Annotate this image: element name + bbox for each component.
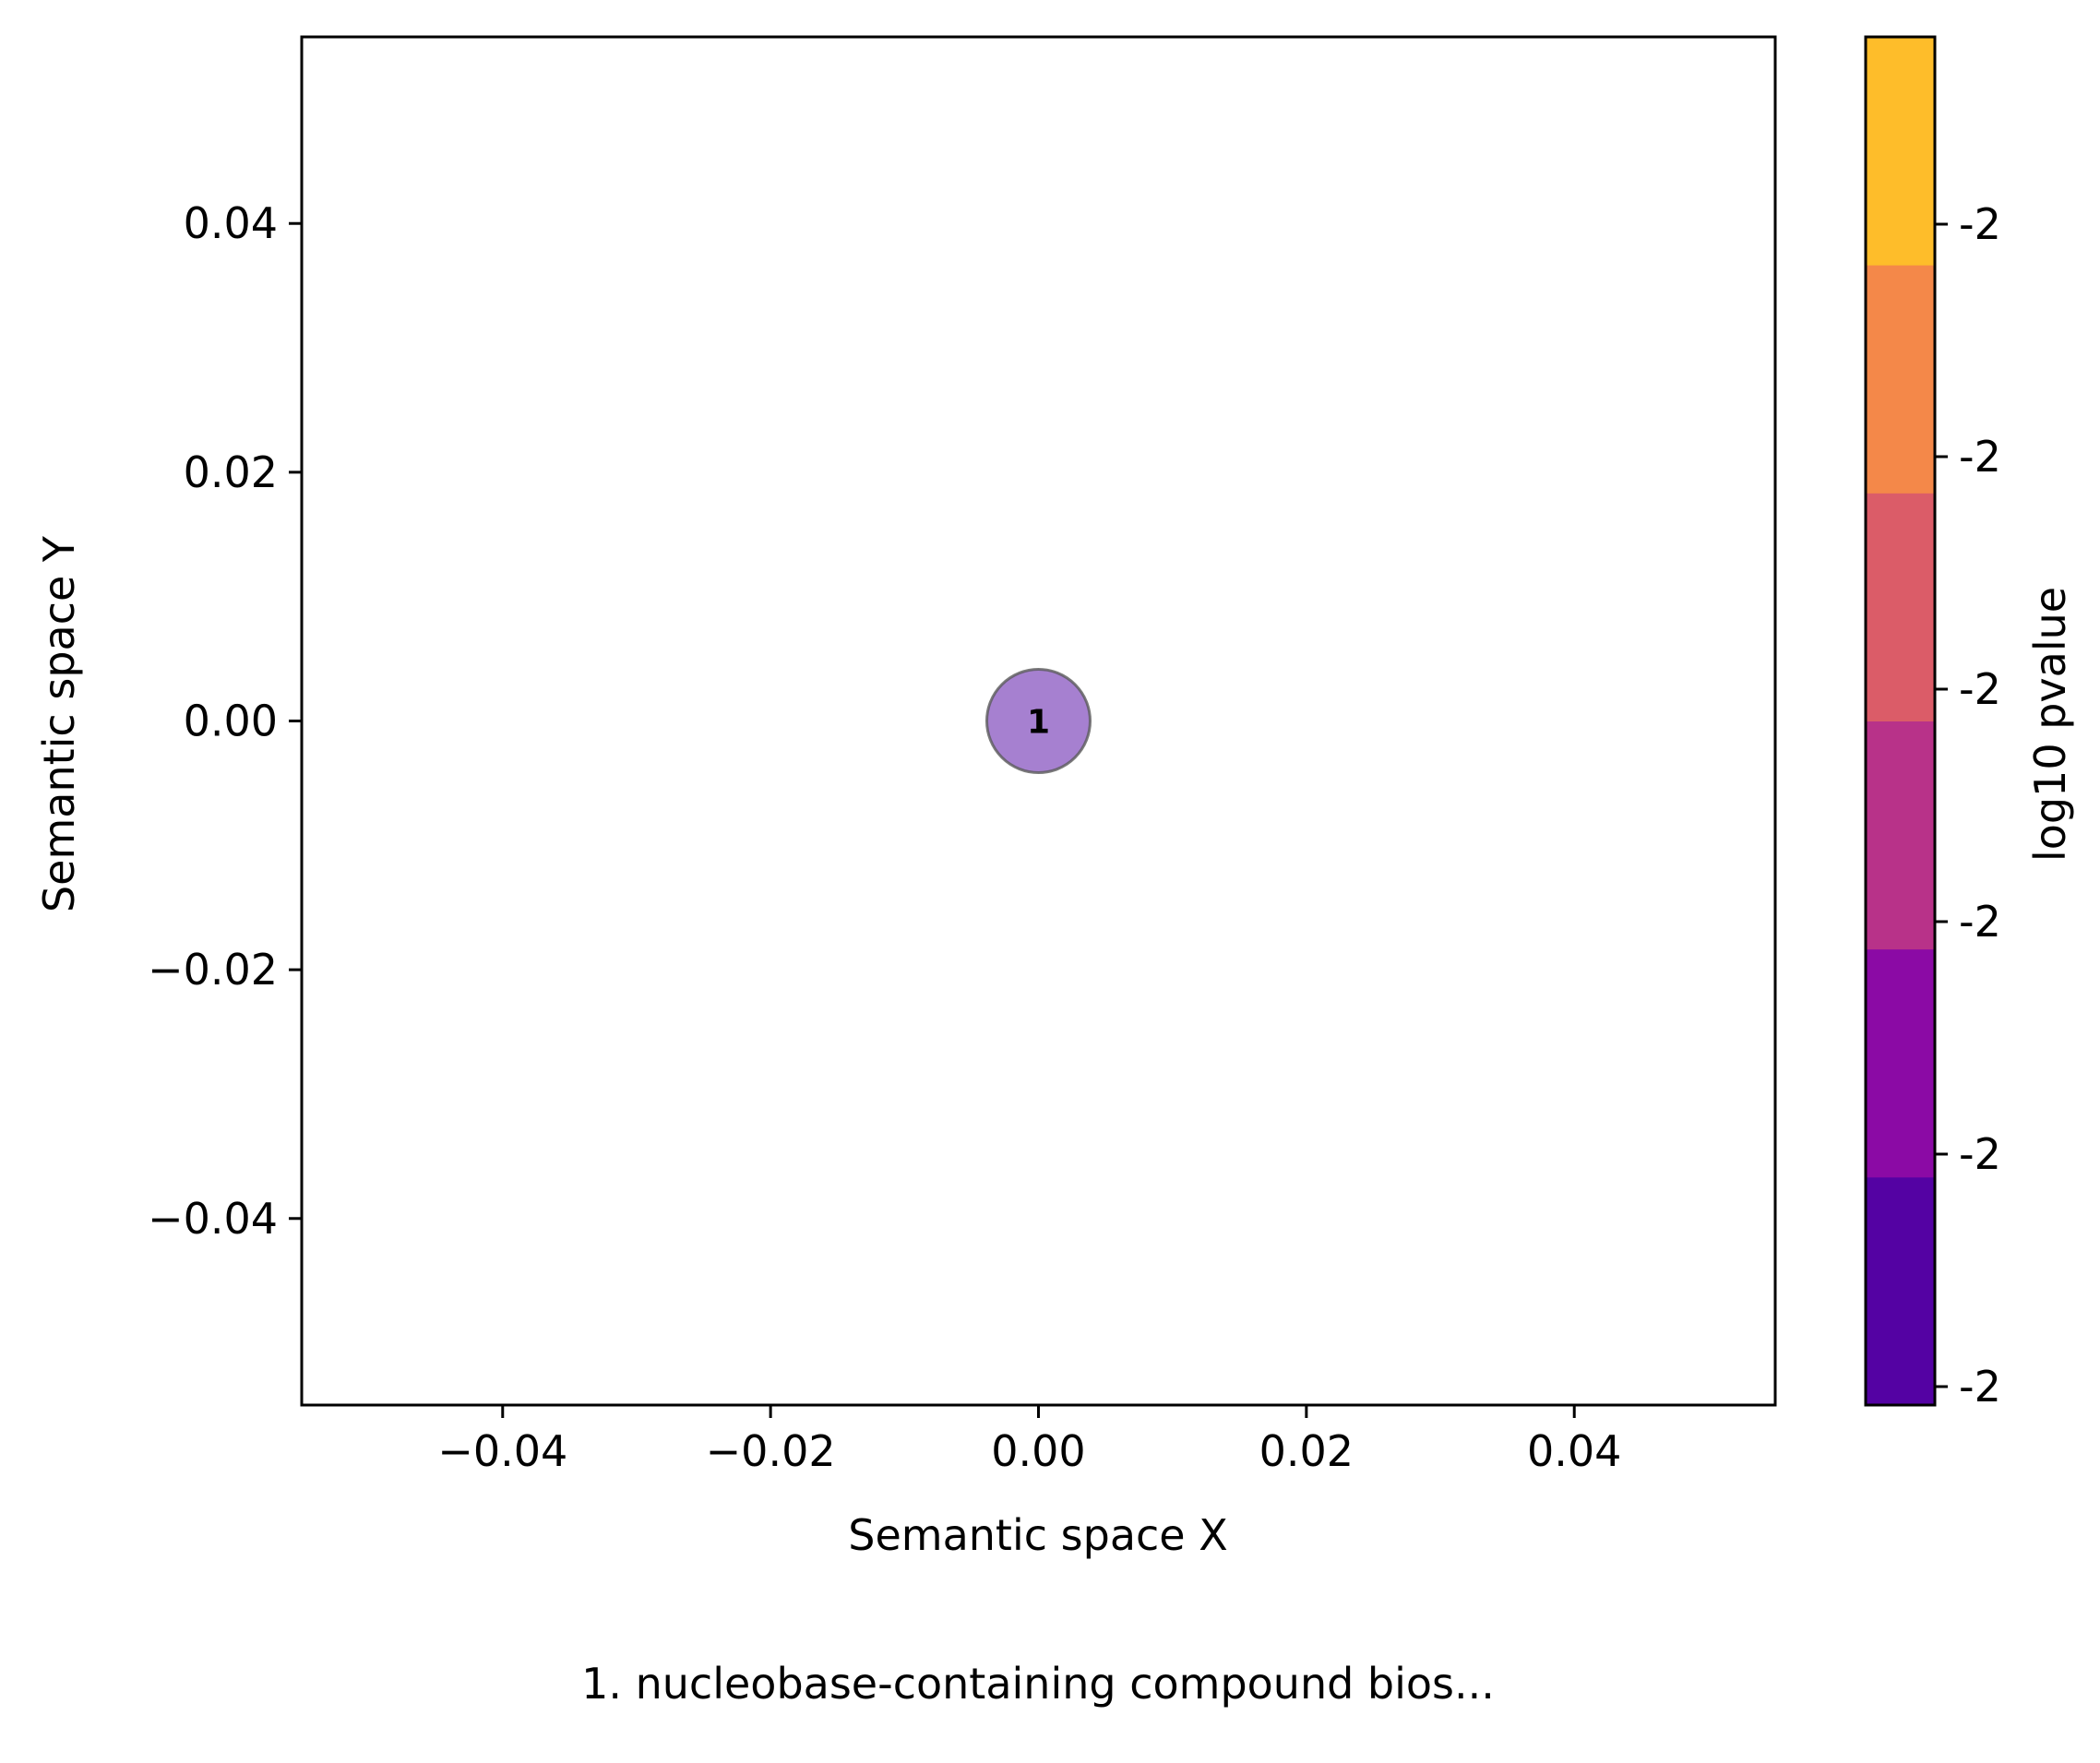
x-tick-label: −0.04: [437, 1426, 567, 1476]
y-tick-label: −0.02: [148, 945, 278, 995]
colorbar-tick-label: -2: [1959, 1129, 2001, 1179]
y-tick-label: 0.04: [184, 198, 278, 248]
colorbar-segment: [1866, 493, 1935, 721]
y-axis-ticks: 0.04 0.02 0.00 −0.02 −0.04: [148, 198, 302, 1244]
x-tick-label: 0.04: [1527, 1426, 1621, 1476]
colorbar: -2 -2 -2 -2 -2 -2: [1864, 35, 2001, 1412]
colorbar-tick-label: -2: [1959, 897, 2001, 947]
x-tick-label: 0.00: [991, 1426, 1085, 1476]
colorbar-label: log10 pvalue: [2025, 587, 2075, 862]
colorbar-tick-label: -2: [1959, 432, 2001, 482]
colorbar-segment: [1866, 265, 1935, 494]
x-tick-label: 0.02: [1259, 1426, 1354, 1476]
colorbar-segment: [1866, 1176, 1935, 1406]
scatter-point-label: 1: [1027, 704, 1050, 742]
y-tick-label: 0.02: [184, 447, 278, 497]
y-axis-label: Semantic space Y: [34, 535, 84, 912]
colorbar-segment: [1866, 948, 1935, 1178]
colorbar-segment: [1866, 721, 1935, 950]
scatter-point: [985, 668, 1092, 774]
colorbar-tick-label: -2: [1959, 664, 2001, 714]
footer-caption: 1. nucleobase-containing compound bios..…: [581, 1659, 1495, 1709]
y-tick-label: −0.04: [148, 1194, 278, 1244]
colorbar-tick-label: -2: [1959, 199, 2001, 249]
x-tick-label: −0.02: [706, 1426, 836, 1476]
x-axis-label: Semantic space X: [848, 1510, 1227, 1560]
data-points: 1: [985, 668, 1092, 774]
colorbar-tick-label: -2: [1959, 1362, 2001, 1412]
colorbar-segment: [1866, 37, 1935, 266]
colorbar-frame: [1864, 35, 1937, 1407]
x-axis-ticks: −0.04 −0.02 0.00 0.02 0.04: [437, 1405, 1621, 1476]
y-tick-label: 0.00: [184, 697, 278, 746]
